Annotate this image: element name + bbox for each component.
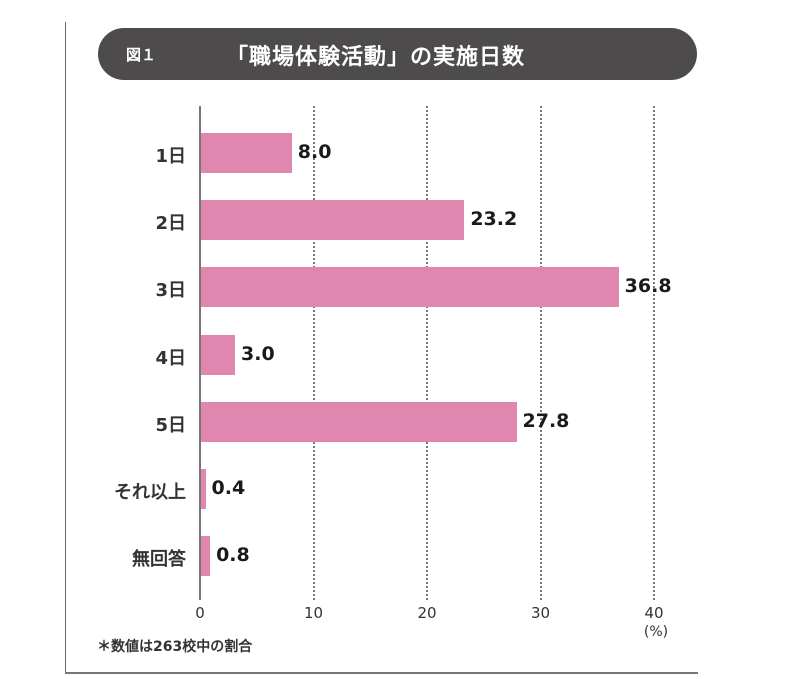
- chart-title: 「職場体験活動」の実施日数: [226, 45, 526, 70]
- category-label: 5日: [155, 414, 186, 436]
- gridline: [426, 106, 428, 600]
- bar: [201, 334, 236, 375]
- value-label: 23.2: [470, 208, 518, 231]
- value-label: 3.0: [241, 342, 275, 365]
- footnote: ＊数値は263校中の割合: [97, 639, 253, 655]
- bar: [201, 267, 619, 308]
- value-label: 27.8: [522, 409, 570, 432]
- bar: [201, 536, 211, 577]
- x-tick-label: 30: [530, 604, 551, 622]
- bar: [201, 200, 465, 241]
- gridline: [539, 106, 542, 600]
- chart-title-bar: 図１ 「職場体験活動」の実施日数: [98, 28, 697, 80]
- frame-left-border: [65, 22, 66, 674]
- category-label: それ以上: [114, 482, 186, 503]
- bar: [201, 133, 292, 173]
- y-axis-line: [199, 106, 201, 600]
- bar: [201, 469, 206, 509]
- x-tick-label: 40: [644, 604, 664, 622]
- x-tick-label: 10: [303, 604, 324, 622]
- value-label: 36.8: [624, 275, 672, 298]
- value-label: 8.0: [297, 141, 332, 163]
- figure-label: 図１: [126, 46, 157, 64]
- category-label: 1日: [155, 146, 186, 167]
- category-label: 2日: [155, 213, 186, 235]
- category-label: 4日: [155, 347, 186, 369]
- x-axis-unit: (%): [643, 624, 669, 640]
- x-tick-label: 0: [195, 604, 205, 622]
- frame-bottom-border: [65, 672, 698, 674]
- category-label: 無回答: [132, 549, 186, 571]
- gridline: [312, 106, 315, 600]
- gridline: [653, 106, 655, 600]
- category-label: 3日: [155, 280, 186, 302]
- bar: [201, 401, 517, 442]
- x-tick-label: 20: [417, 604, 437, 622]
- value-label: 0.4: [211, 477, 246, 499]
- value-label: 0.8: [216, 544, 250, 567]
